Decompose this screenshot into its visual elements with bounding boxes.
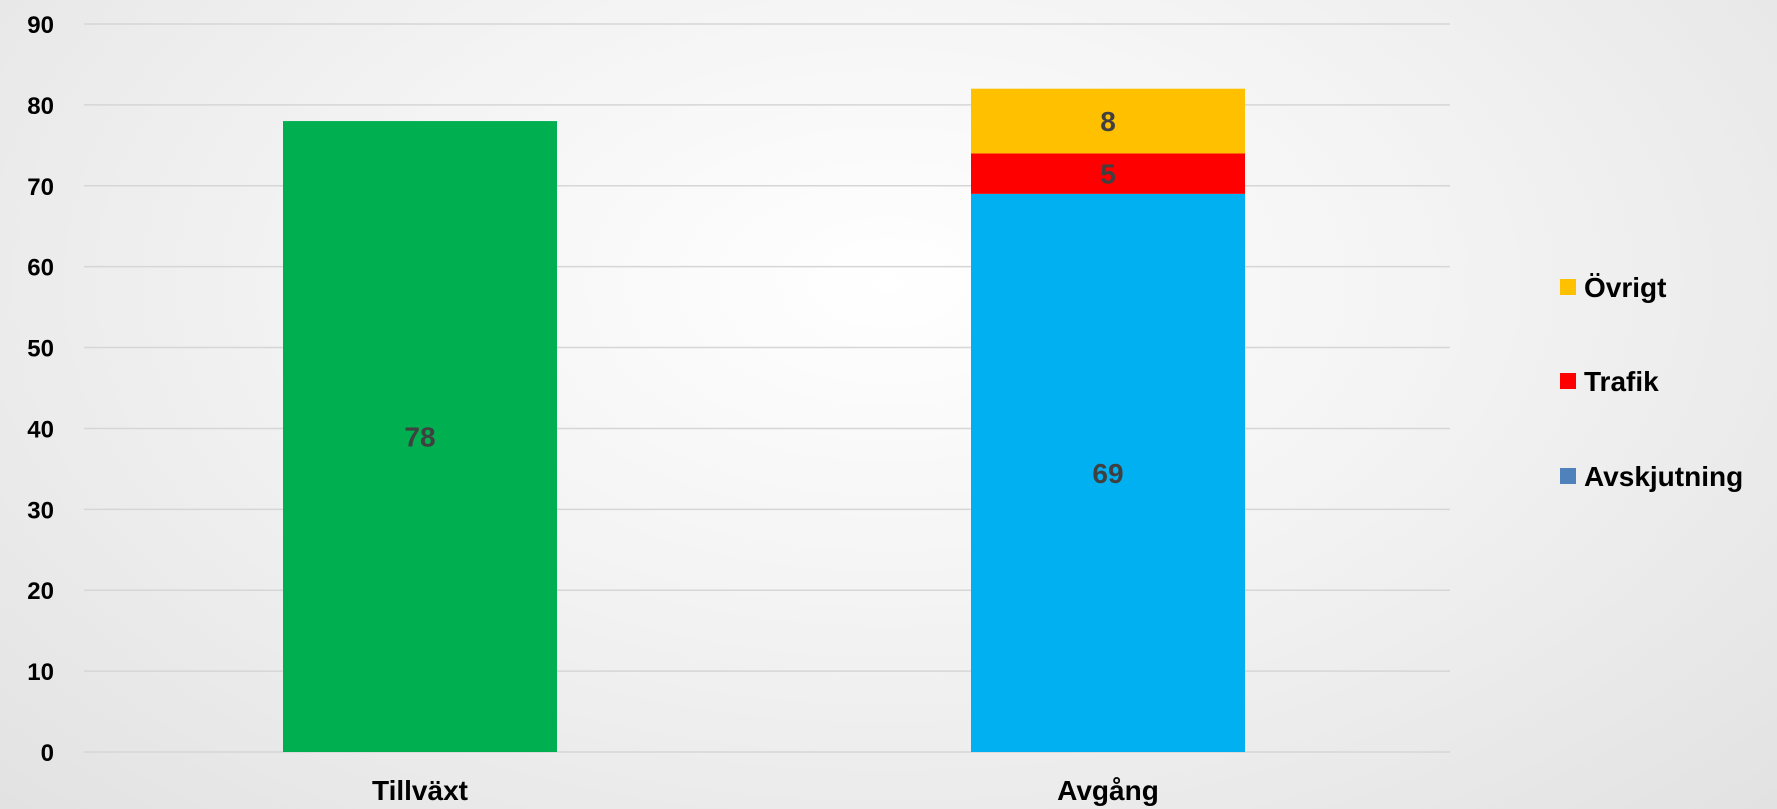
y-tick-label: 20 <box>27 578 54 605</box>
y-tick-label: 50 <box>27 336 54 363</box>
data-label: 5 <box>1100 159 1116 190</box>
x-category-label: Tillväxt <box>372 775 468 806</box>
bar-segment <box>971 88 1245 154</box>
y-tick-label: 90 <box>27 12 54 39</box>
bars <box>283 88 1245 753</box>
y-axis-tick-labels: 0 10 20 30 40 50 60 70 80 90 <box>27 12 54 767</box>
bar-segment <box>971 193 1245 752</box>
y-tick-label: 70 <box>27 174 54 201</box>
legend-entry-label: Övrigt <box>1584 272 1666 303</box>
y-tick-label: 60 <box>27 255 54 282</box>
legend-swatch <box>1560 279 1576 295</box>
x-axis-category-labels: Tillväxt Avgång <box>372 775 1159 806</box>
y-tick-label: 80 <box>27 93 54 120</box>
legend-swatch <box>1560 468 1576 484</box>
data-labels: 78 69 5 8 <box>404 106 1123 489</box>
legend-entry-label: Avskjutning <box>1584 461 1743 492</box>
data-label: 69 <box>1092 458 1123 489</box>
y-tick-label: 10 <box>27 659 54 686</box>
legend-entry-label: Trafik <box>1584 366 1659 397</box>
data-label: 8 <box>1100 106 1116 137</box>
bar-segment <box>283 121 557 753</box>
x-category-label: Avgång <box>1057 775 1159 806</box>
y-tick-label: 0 <box>41 740 54 767</box>
legend-swatch <box>1560 373 1576 389</box>
legend: Övrigt Trafik Avskjutning <box>1560 272 1743 492</box>
bar-segment <box>971 153 1245 194</box>
y-tick-label: 30 <box>27 497 54 524</box>
data-label: 78 <box>404 422 435 453</box>
y-tick-label: 40 <box>27 416 54 443</box>
